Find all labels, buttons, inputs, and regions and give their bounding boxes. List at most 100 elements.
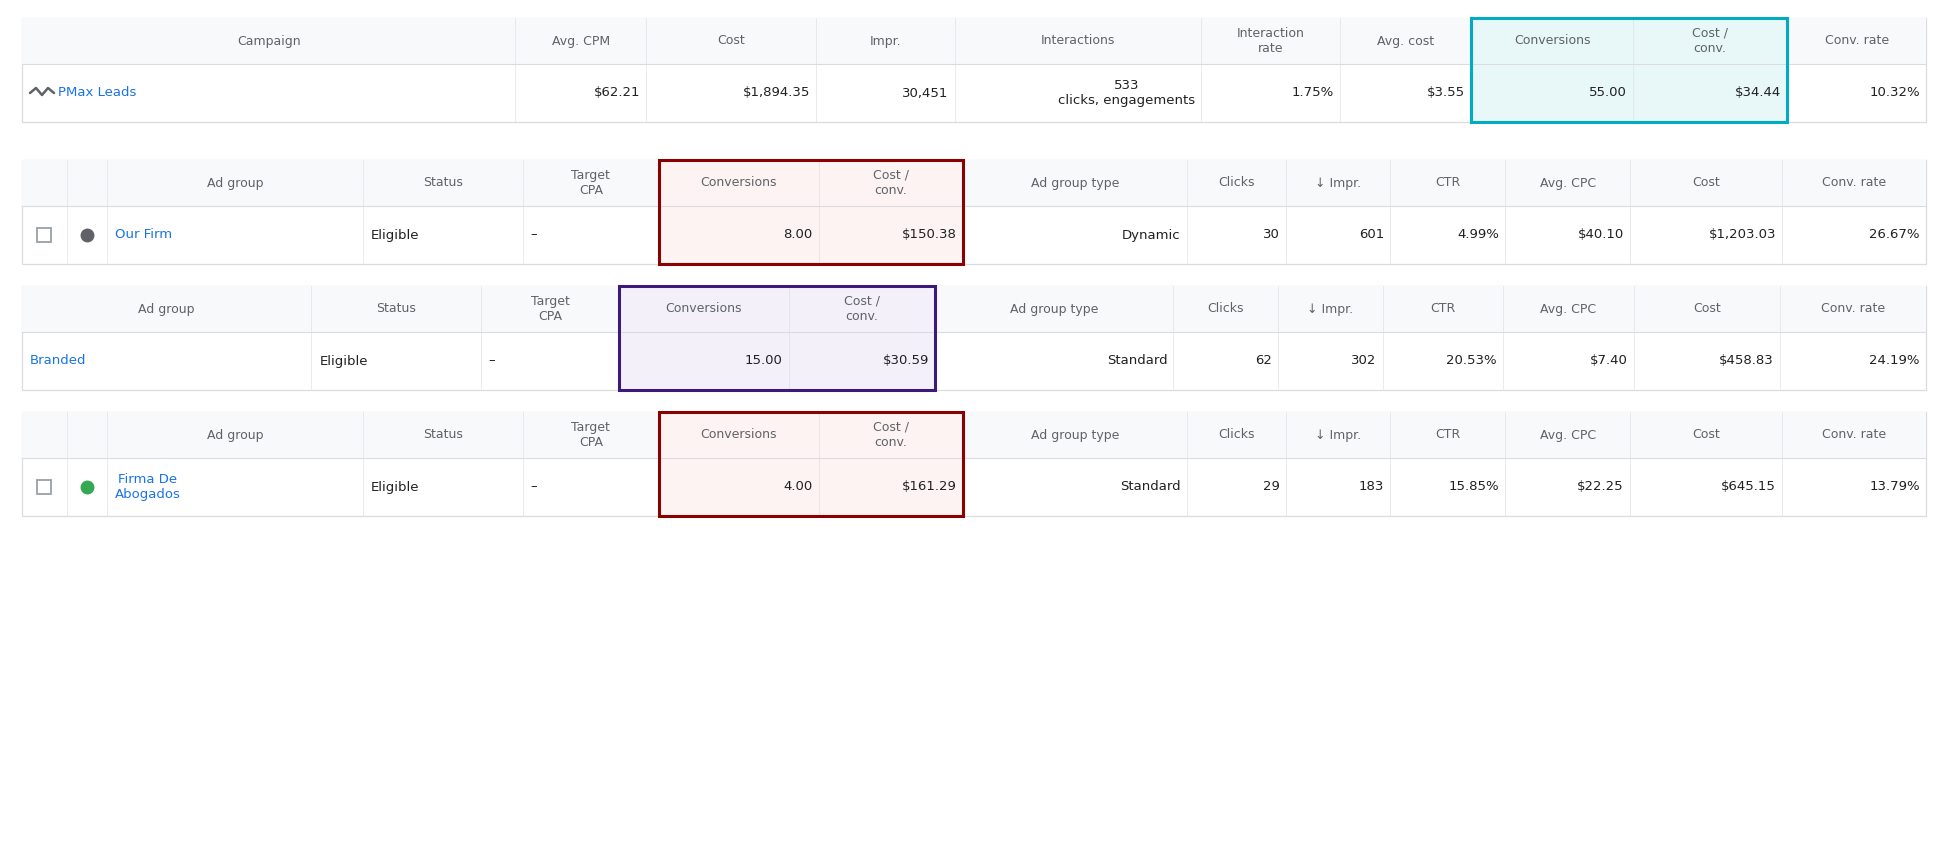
Bar bbox=[21, 412, 1927, 458]
Text: $645.15: $645.15 bbox=[1722, 481, 1777, 494]
Bar bbox=[619, 286, 935, 390]
Text: 26.67%: 26.67% bbox=[1870, 229, 1921, 242]
Text: $150.38: $150.38 bbox=[902, 229, 956, 242]
Bar bbox=[1471, 18, 1786, 122]
Text: Target
CPA: Target CPA bbox=[530, 295, 569, 323]
Bar bbox=[658, 160, 962, 264]
Text: 533
clicks, engagements: 533 clicks, engagements bbox=[1058, 79, 1196, 107]
FancyBboxPatch shape bbox=[37, 480, 51, 494]
Text: –: – bbox=[530, 229, 538, 242]
Text: Ad group type: Ad group type bbox=[1030, 428, 1118, 441]
Bar bbox=[619, 286, 935, 390]
Text: $3.55: $3.55 bbox=[1428, 87, 1465, 100]
Text: Ad group type: Ad group type bbox=[1030, 176, 1118, 189]
Text: Cost /
conv.: Cost / conv. bbox=[843, 295, 880, 323]
Text: Avg. cost: Avg. cost bbox=[1377, 34, 1434, 47]
Text: $22.25: $22.25 bbox=[1578, 481, 1625, 494]
Text: 30: 30 bbox=[1262, 229, 1280, 242]
Text: PMax Leads: PMax Leads bbox=[58, 87, 136, 100]
Text: $62.21: $62.21 bbox=[594, 87, 641, 100]
Text: 30,451: 30,451 bbox=[902, 87, 949, 100]
Bar bbox=[21, 412, 1927, 516]
Text: Target
CPA: Target CPA bbox=[571, 169, 610, 197]
Text: CTR: CTR bbox=[1430, 303, 1455, 316]
Text: $34.44: $34.44 bbox=[1736, 87, 1780, 100]
Text: Cost /
conv.: Cost / conv. bbox=[1693, 27, 1728, 55]
Text: Ad group: Ad group bbox=[206, 176, 263, 189]
Text: CTR: CTR bbox=[1436, 428, 1461, 441]
Bar bbox=[21, 286, 1927, 390]
Text: Ad group type: Ad group type bbox=[1009, 303, 1099, 316]
Text: –: – bbox=[530, 481, 538, 494]
Text: ↓ Impr.: ↓ Impr. bbox=[1315, 176, 1362, 189]
Text: Conv. rate: Conv. rate bbox=[1825, 34, 1890, 47]
Text: Standard: Standard bbox=[1120, 481, 1180, 494]
Bar bbox=[21, 18, 1927, 64]
Text: Status: Status bbox=[423, 428, 464, 441]
Text: Campaign: Campaign bbox=[238, 34, 300, 47]
Text: $1,894.35: $1,894.35 bbox=[742, 87, 810, 100]
Text: Status: Status bbox=[423, 176, 464, 189]
Text: Conv. rate: Conv. rate bbox=[1821, 428, 1886, 441]
Text: Clicks: Clicks bbox=[1218, 176, 1255, 189]
Text: 29: 29 bbox=[1262, 481, 1280, 494]
Text: 15.85%: 15.85% bbox=[1449, 481, 1500, 494]
Text: Avg. CPC: Avg. CPC bbox=[1539, 428, 1595, 441]
Text: Cost: Cost bbox=[1693, 428, 1720, 441]
Text: Cost: Cost bbox=[1693, 303, 1720, 316]
Bar bbox=[21, 160, 1927, 206]
Bar bbox=[658, 160, 962, 264]
Text: Cost: Cost bbox=[1693, 176, 1720, 189]
Text: Interaction
rate: Interaction rate bbox=[1237, 27, 1305, 55]
Text: Conv. rate: Conv. rate bbox=[1821, 303, 1886, 316]
Text: $458.83: $458.83 bbox=[1718, 354, 1775, 367]
Bar bbox=[21, 160, 1927, 264]
Bar bbox=[658, 412, 962, 516]
Text: 24.19%: 24.19% bbox=[1870, 354, 1921, 367]
Text: ↓ Impr.: ↓ Impr. bbox=[1315, 428, 1362, 441]
Text: Avg. CPC: Avg. CPC bbox=[1541, 303, 1595, 316]
Text: CTR: CTR bbox=[1436, 176, 1461, 189]
Text: Ad group: Ad group bbox=[138, 303, 195, 316]
Text: Avg. CPM: Avg. CPM bbox=[551, 34, 610, 47]
Text: 4.00: 4.00 bbox=[783, 481, 812, 494]
Text: Cost: Cost bbox=[717, 34, 744, 47]
Text: Eligible: Eligible bbox=[370, 481, 419, 494]
FancyBboxPatch shape bbox=[37, 228, 51, 242]
Text: 62: 62 bbox=[1255, 354, 1272, 367]
Text: $7.40: $7.40 bbox=[1590, 354, 1627, 367]
Text: Cost /
conv.: Cost / conv. bbox=[873, 169, 910, 197]
Text: Conversions: Conversions bbox=[701, 428, 777, 441]
Bar bbox=[21, 18, 1927, 122]
Text: Standard: Standard bbox=[1106, 354, 1167, 367]
Text: $161.29: $161.29 bbox=[902, 481, 956, 494]
Text: Status: Status bbox=[376, 303, 417, 316]
Text: $30.59: $30.59 bbox=[882, 354, 929, 367]
Text: 10.32%: 10.32% bbox=[1870, 87, 1921, 100]
Text: $1,203.03: $1,203.03 bbox=[1708, 229, 1777, 242]
Text: 4.99%: 4.99% bbox=[1457, 229, 1500, 242]
Text: Conv. rate: Conv. rate bbox=[1821, 176, 1886, 189]
Bar bbox=[1471, 18, 1786, 122]
Text: Target
CPA: Target CPA bbox=[571, 421, 610, 449]
Text: ↓ Impr.: ↓ Impr. bbox=[1307, 303, 1354, 316]
Text: Our Firm: Our Firm bbox=[115, 229, 171, 242]
Text: Clicks: Clicks bbox=[1218, 428, 1255, 441]
Text: 20.53%: 20.53% bbox=[1445, 354, 1496, 367]
Text: Avg. CPC: Avg. CPC bbox=[1539, 176, 1595, 189]
Text: Cost /
conv.: Cost / conv. bbox=[873, 421, 910, 449]
Text: 55.00: 55.00 bbox=[1590, 87, 1627, 100]
Text: Firma De
Abogados: Firma De Abogados bbox=[115, 473, 181, 501]
Text: Conversions: Conversions bbox=[701, 176, 777, 189]
Text: Conversions: Conversions bbox=[666, 303, 742, 316]
Text: Interactions: Interactions bbox=[1040, 34, 1116, 47]
Text: 183: 183 bbox=[1358, 481, 1383, 494]
Text: 1.75%: 1.75% bbox=[1292, 87, 1334, 100]
Text: 15.00: 15.00 bbox=[744, 354, 783, 367]
Text: Branded: Branded bbox=[29, 354, 86, 367]
Text: Ad group: Ad group bbox=[206, 428, 263, 441]
Text: 13.79%: 13.79% bbox=[1870, 481, 1921, 494]
Text: $40.10: $40.10 bbox=[1578, 229, 1625, 242]
Bar bbox=[658, 412, 962, 516]
Bar bbox=[21, 286, 1927, 332]
